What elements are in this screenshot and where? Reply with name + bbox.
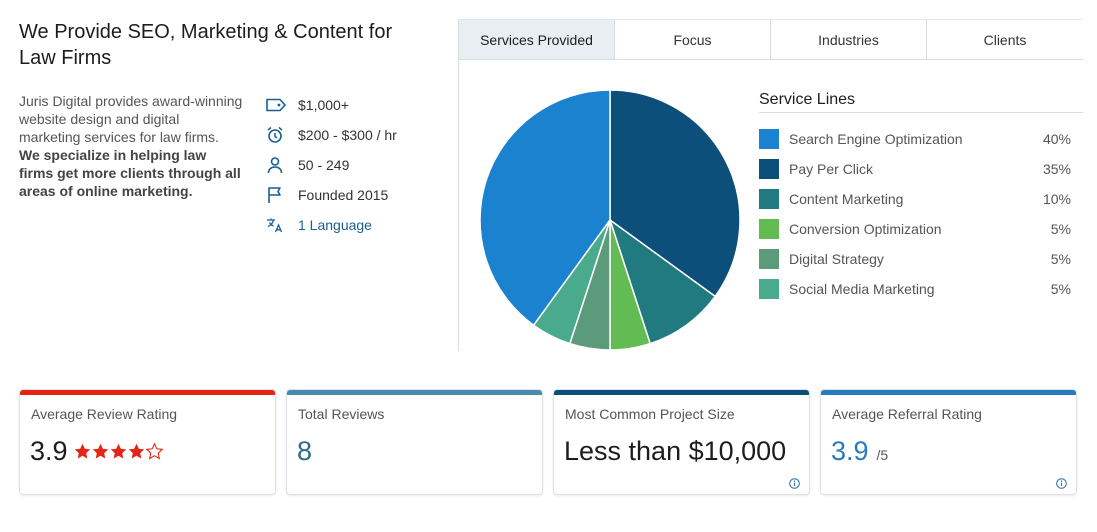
legend-value: 40% xyxy=(1042,131,1071,147)
legend-label: Social Media Marketing xyxy=(789,281,935,297)
fact-text: $1,000+ xyxy=(298,97,349,113)
star-rating xyxy=(74,443,164,460)
tab-industries[interactable]: Industries xyxy=(771,20,927,59)
legend-value: 35% xyxy=(1042,161,1071,177)
legend-item-search-engine-optimization: Search Engine Optimization 40% xyxy=(759,124,1083,154)
chart-legend: Service Lines Search Engine Optimization… xyxy=(759,91,1083,304)
company-tagline: We Provide SEO, Marketing & Content for … xyxy=(19,21,393,69)
card-title: Average Review Rating xyxy=(31,406,178,422)
card-title: Total Reviews xyxy=(298,406,385,422)
description-text: Juris Digital provides award-winning web… xyxy=(19,93,243,145)
card-title: Most Common Project Size xyxy=(565,406,735,422)
alarm-clock-icon xyxy=(266,126,298,144)
legend-label: Conversion Optimization xyxy=(789,221,942,237)
card-title: Average Referral Rating xyxy=(832,406,982,422)
summary-cards: Average Review Rating 3.9 Total Reviews … xyxy=(19,389,1079,496)
legend-rows: Search Engine Optimization 40% Pay Per Cli… xyxy=(759,124,1083,304)
tab-clients[interactable]: Clients xyxy=(983,31,1027,48)
legend-swatch xyxy=(759,189,779,209)
legend-item-digital-strategy: Digital Strategy 5% xyxy=(759,244,1083,274)
legend-item-content-marketing: Content Marketing 10% xyxy=(759,184,1083,214)
legend-swatch xyxy=(759,249,779,269)
fact-text: 50 - 249 xyxy=(298,157,350,173)
legend-value: 5% xyxy=(1050,251,1071,267)
star-filled-icon xyxy=(74,443,90,459)
pie-slice-search-engine-optimization[interactable] xyxy=(479,89,611,327)
legend-value: 5% xyxy=(1050,221,1071,237)
star-filled-icon xyxy=(128,443,144,459)
card-project-size: Most Common Project Size Less than $10,0… xyxy=(553,389,810,495)
fact-languages[interactable]: 1 Language xyxy=(266,210,446,240)
fact-text: Founded 2015 xyxy=(298,187,389,203)
fact-founded: Founded 2015 xyxy=(266,180,446,210)
info-icon[interactable] xyxy=(789,476,800,489)
fact-hourly-rate: $200 - $300 / hr xyxy=(266,120,446,150)
total-reviews-link[interactable]: 8 xyxy=(297,436,313,466)
legend-label: Digital Strategy xyxy=(789,251,884,267)
star-filled-icon xyxy=(92,443,108,459)
card-value: 3.9 xyxy=(30,436,164,467)
card-accent-bar xyxy=(287,390,542,395)
card-accent-bar xyxy=(554,390,809,395)
pie-svg xyxy=(479,89,741,351)
tab-services-provided[interactable]: Services Provided xyxy=(459,20,615,59)
legend-title: Service Lines xyxy=(759,91,1083,113)
card-average-review-rating: Average Review Rating 3.9 xyxy=(19,389,276,495)
service-lines-pie-chart xyxy=(479,89,741,351)
legend-item-social-media-marketing: Social Media Marketing 5% xyxy=(759,274,1083,304)
tab-bar: Services Provided Focus Industries Clien… xyxy=(459,19,1083,60)
company-description: Juris Digital provides award-winning web… xyxy=(19,92,244,200)
card-value: 3.9 /5 xyxy=(831,436,888,467)
card-referral-rating: Average Referral Rating 3.9 /5 xyxy=(820,389,1077,495)
description-bold: We specialize in helping law firms get m… xyxy=(19,147,241,199)
legend-label: Search Engine Optimization xyxy=(789,131,963,147)
legend-swatch xyxy=(759,279,779,299)
referral-rating-value: 3.9 xyxy=(831,436,869,466)
review-rating-value: 3.9 xyxy=(30,436,68,466)
legend-value: 10% xyxy=(1042,191,1071,207)
company-profile: We Provide SEO, Marketing & Content for … xyxy=(19,19,439,233)
pie-slice-pay-per-click[interactable] xyxy=(609,89,741,298)
legend-label: Pay Per Click xyxy=(789,161,874,177)
project-size-value: Less than $10,000 xyxy=(564,436,787,466)
star-filled-icon xyxy=(110,443,126,459)
referral-rating-suffix: /5 xyxy=(876,446,889,463)
person-icon xyxy=(266,156,298,174)
legend-item-conversion-optimization: Conversion Optimization 5% xyxy=(759,214,1083,244)
translate-icon xyxy=(266,216,298,234)
flag-icon xyxy=(266,186,298,204)
info-icon[interactable] xyxy=(1056,476,1067,489)
star-empty-icon xyxy=(145,443,163,460)
languages-link[interactable]: 1 Language xyxy=(298,217,372,233)
fact-employees: 50 - 249 xyxy=(266,150,446,180)
legend-swatch xyxy=(759,219,779,239)
fact-text: $200 - $300 / hr xyxy=(298,127,397,143)
card-accent-bar xyxy=(821,390,1076,395)
pie-slice-content-marketing[interactable] xyxy=(608,218,717,345)
card-total-reviews: Total Reviews 8 xyxy=(286,389,543,495)
price-tag-icon xyxy=(266,96,298,114)
legend-item-pay-per-click: Pay Per Click 35% xyxy=(759,154,1083,184)
legend-value: 5% xyxy=(1050,281,1071,297)
legend-swatch xyxy=(759,129,779,149)
tab-focus[interactable]: Focus xyxy=(615,20,771,59)
company-facts: $1,000+ $200 - $300 / hr 50 - 249 Founde… xyxy=(266,90,446,240)
fact-min-project-size: $1,000+ xyxy=(266,90,446,120)
legend-label: Content Marketing xyxy=(789,191,904,207)
legend-swatch xyxy=(759,159,779,179)
services-panel: Services Provided Focus Industries Clien… xyxy=(458,19,1083,351)
card-accent-bar xyxy=(20,390,275,395)
